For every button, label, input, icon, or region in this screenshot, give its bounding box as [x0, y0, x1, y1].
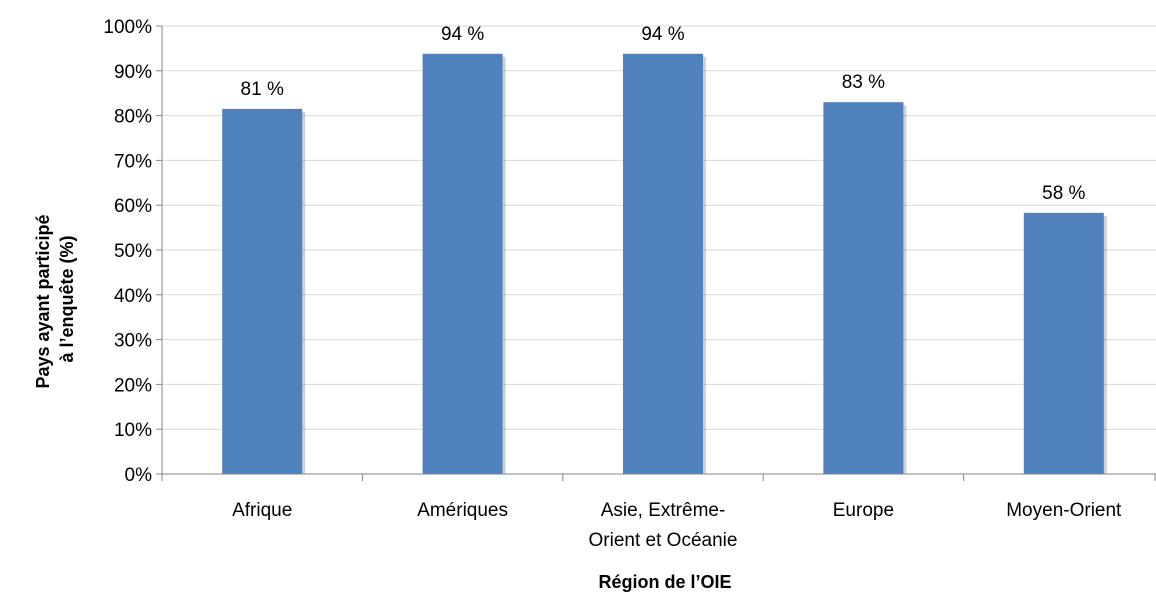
y-tick-label: 90%	[114, 62, 152, 83]
x-category-label: Asie, Extrême- Orient et Océanie	[589, 500, 738, 551]
labels: 0% 10% 20% 30% 40% 50% 60% 70% 80% 90% 100% 81 % Afr…	[103, 17, 1122, 551]
bar	[1023, 212, 1104, 475]
y-axis-title: Pays ayant participé à l’enquête (%)	[33, 209, 77, 388]
y-tick-label: 10%	[114, 420, 152, 441]
y-tick-label: 30%	[114, 331, 152, 352]
data-label: 94 %	[441, 24, 484, 45]
bar	[222, 108, 303, 474]
axes	[156, 25, 1156, 481]
y-axis-title-line-1: Pays ayant participé	[33, 214, 53, 388]
y-tick-label: 70%	[114, 151, 152, 172]
data-label: 94 %	[641, 24, 684, 45]
x-category-label-line: Asie, Extrême-	[601, 500, 726, 521]
bars	[222, 53, 1107, 475]
x-axis-title: Région de l’OIE	[598, 572, 731, 592]
data-label: 58 %	[1042, 183, 1085, 204]
y-tick-label: 60%	[114, 196, 152, 217]
bar	[623, 53, 703, 474]
x-category-label-line: Orient et Océanie	[589, 530, 738, 551]
data-label: 83 %	[842, 72, 885, 93]
y-tick-label: 50%	[114, 241, 152, 262]
y-tick-label: 100%	[103, 17, 152, 38]
x-category-label-line: Afrique	[232, 500, 292, 521]
x-category-label-line: Amériques	[417, 500, 508, 521]
y-tick-label: 80%	[114, 107, 152, 128]
x-category-label: Amériques	[417, 500, 508, 521]
x-category-label: Europe	[833, 500, 894, 521]
y-tick-label: 40%	[114, 286, 152, 307]
x-category-label: Afrique	[232, 500, 292, 521]
bar	[422, 53, 503, 474]
x-category-label: Moyen-Orient	[1006, 500, 1122, 521]
y-tick-label: 0%	[125, 465, 153, 486]
x-category-label-line: Europe	[833, 500, 894, 521]
y-axis-title-line-2: à l’enquête (%)	[57, 235, 77, 362]
data-label: 81 %	[241, 79, 284, 100]
bar	[823, 102, 904, 474]
x-category-label-line: Moyen-Orient	[1006, 500, 1122, 521]
y-tick-label: 20%	[114, 375, 152, 396]
